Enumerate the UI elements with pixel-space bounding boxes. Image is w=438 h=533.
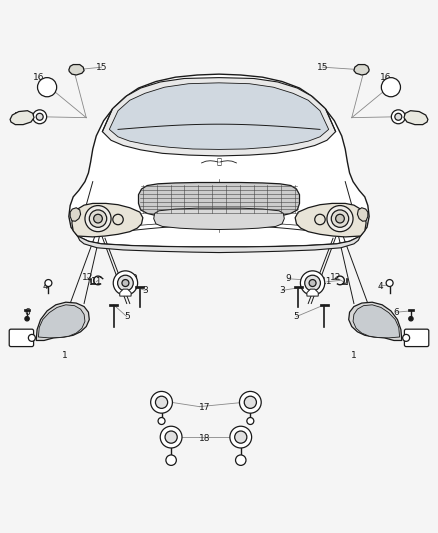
Circle shape (166, 455, 177, 465)
Circle shape (28, 334, 35, 341)
Polygon shape (154, 208, 284, 230)
Polygon shape (39, 305, 85, 338)
Circle shape (113, 214, 123, 225)
Text: 1: 1 (351, 351, 357, 360)
Circle shape (309, 279, 316, 287)
Text: 9: 9 (285, 274, 291, 283)
Circle shape (122, 279, 129, 287)
Circle shape (155, 396, 168, 408)
Text: 6: 6 (394, 308, 399, 317)
Text: 11: 11 (321, 277, 333, 286)
Circle shape (158, 417, 165, 424)
Polygon shape (408, 309, 414, 311)
Polygon shape (349, 302, 402, 341)
Text: 6: 6 (25, 308, 30, 317)
Polygon shape (36, 302, 89, 341)
Text: 16: 16 (33, 72, 44, 82)
Text: 7: 7 (17, 336, 22, 345)
Circle shape (235, 431, 247, 443)
Polygon shape (135, 286, 144, 288)
Polygon shape (320, 304, 328, 305)
Circle shape (391, 110, 405, 124)
Polygon shape (294, 286, 303, 288)
Polygon shape (110, 304, 118, 305)
Circle shape (327, 206, 353, 232)
Circle shape (165, 431, 177, 443)
Polygon shape (138, 182, 300, 218)
FancyBboxPatch shape (404, 329, 429, 346)
Polygon shape (24, 309, 30, 311)
Circle shape (89, 210, 107, 228)
Polygon shape (69, 64, 84, 75)
Text: 1: 1 (62, 351, 67, 360)
Text: 4: 4 (377, 281, 383, 290)
Text: 4: 4 (42, 281, 48, 290)
Text: 5: 5 (124, 312, 130, 321)
Polygon shape (69, 74, 369, 247)
Polygon shape (307, 289, 318, 296)
Circle shape (38, 78, 57, 97)
Text: 3: 3 (279, 286, 285, 295)
Circle shape (151, 391, 173, 413)
Polygon shape (354, 64, 369, 75)
Circle shape (403, 334, 410, 341)
Circle shape (160, 426, 182, 448)
Text: 5: 5 (293, 312, 299, 321)
Polygon shape (70, 208, 81, 221)
Text: 7: 7 (403, 336, 409, 345)
Circle shape (315, 214, 325, 225)
Polygon shape (120, 289, 131, 296)
Text: 12: 12 (330, 273, 341, 282)
Circle shape (247, 417, 254, 424)
Text: 15: 15 (317, 63, 328, 71)
Circle shape (236, 455, 246, 465)
Text: 16: 16 (379, 72, 391, 82)
Circle shape (381, 78, 400, 97)
Text: 🦅: 🦅 (216, 158, 222, 166)
Circle shape (36, 114, 43, 120)
Circle shape (305, 275, 321, 291)
Polygon shape (110, 83, 328, 149)
Polygon shape (404, 111, 428, 125)
FancyBboxPatch shape (9, 329, 34, 346)
Text: 12: 12 (82, 273, 93, 282)
Polygon shape (357, 208, 368, 221)
Circle shape (85, 206, 111, 232)
Text: 17: 17 (199, 403, 211, 413)
Polygon shape (10, 111, 34, 125)
Circle shape (33, 110, 47, 124)
Polygon shape (102, 78, 336, 156)
Text: 9: 9 (131, 274, 137, 283)
Circle shape (117, 275, 133, 291)
Polygon shape (78, 236, 360, 253)
Circle shape (331, 210, 349, 228)
Circle shape (25, 317, 29, 321)
Circle shape (45, 279, 52, 287)
Polygon shape (295, 204, 366, 237)
Polygon shape (353, 305, 399, 338)
Circle shape (336, 214, 344, 223)
Circle shape (240, 391, 261, 413)
Circle shape (300, 271, 325, 295)
Circle shape (395, 114, 402, 120)
Text: 14: 14 (14, 112, 26, 121)
Circle shape (409, 317, 413, 321)
Text: 18: 18 (199, 434, 211, 443)
Text: 14: 14 (399, 112, 411, 121)
Circle shape (94, 214, 102, 223)
Polygon shape (72, 204, 143, 237)
Circle shape (244, 396, 256, 408)
Circle shape (230, 426, 252, 448)
Text: 3: 3 (142, 286, 148, 295)
Circle shape (113, 271, 138, 295)
Circle shape (386, 279, 393, 287)
Text: 15: 15 (96, 63, 107, 71)
Text: 11: 11 (91, 277, 102, 286)
